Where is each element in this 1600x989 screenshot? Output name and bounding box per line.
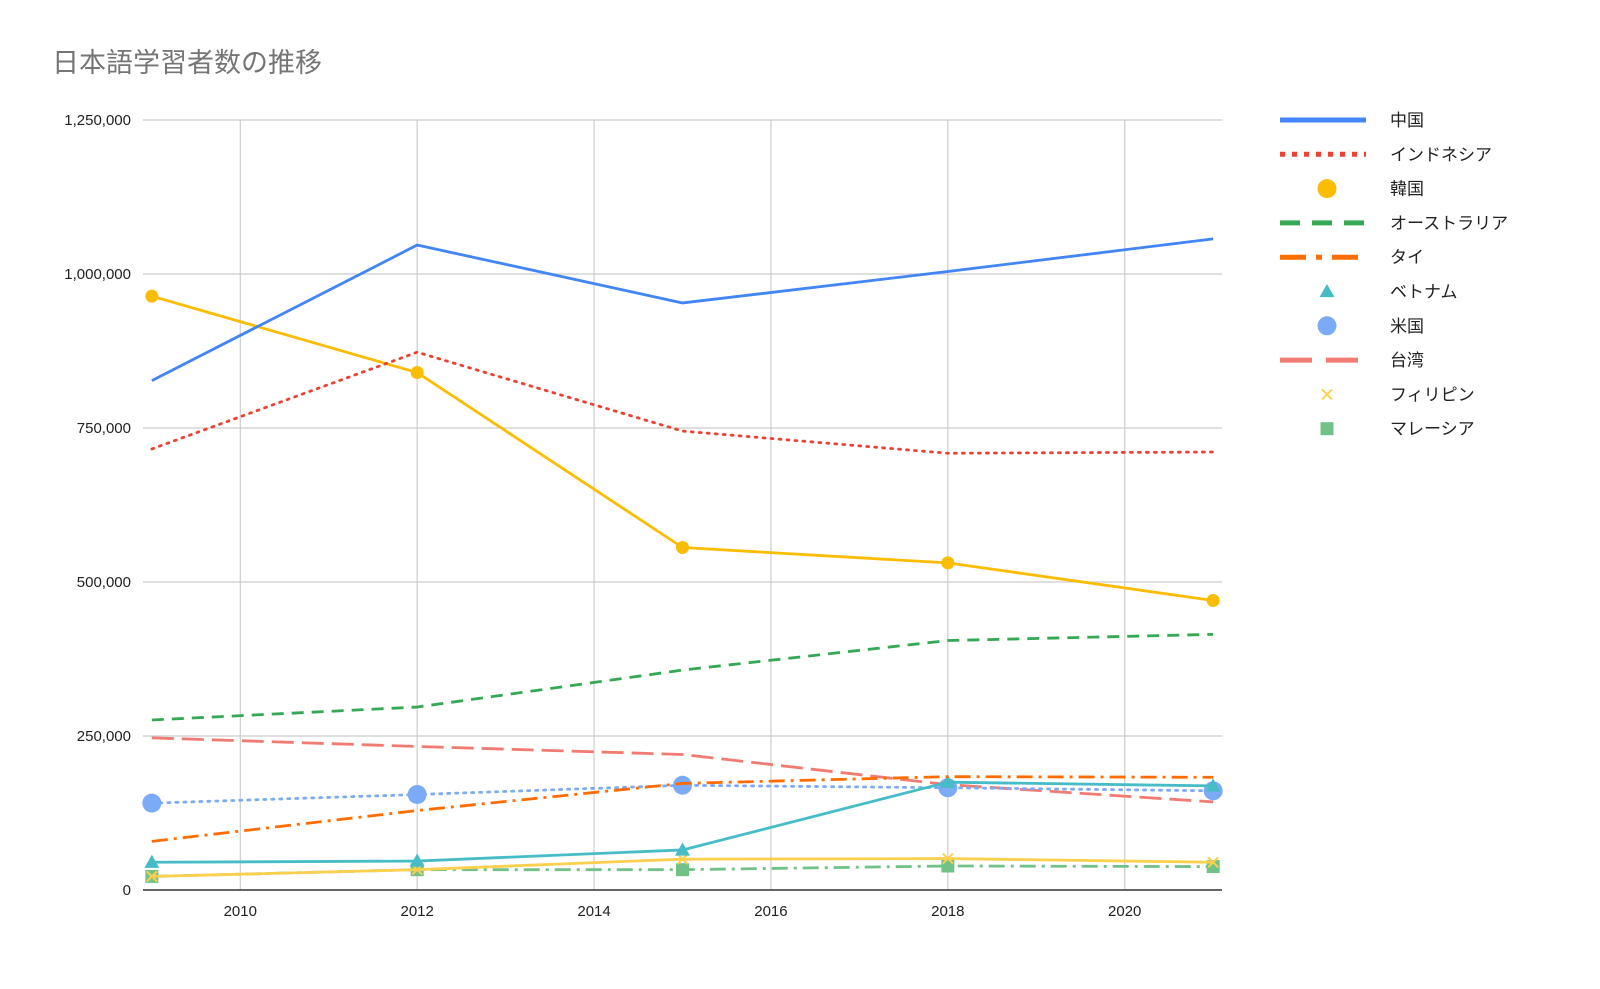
legend-item: 台湾 xyxy=(1280,351,1424,371)
chart-title: 日本語学習者数の推移 xyxy=(52,48,322,79)
series-line xyxy=(151,294,1214,602)
data-point xyxy=(676,863,689,877)
data-point xyxy=(142,793,162,813)
legend-label: オーストラリア xyxy=(1390,214,1508,234)
data-point xyxy=(1206,593,1220,607)
data-point xyxy=(676,541,689,555)
data-point xyxy=(145,289,159,303)
gridlines xyxy=(143,119,1222,890)
legend-item: フィリピン xyxy=(1321,385,1475,405)
series-9 xyxy=(146,852,1219,883)
legend-item: オーストラリア xyxy=(1280,214,1508,234)
series-4 xyxy=(151,632,1214,722)
series-5 xyxy=(151,775,1214,843)
legend-item: 米国 xyxy=(1317,316,1424,337)
series-line xyxy=(150,350,1215,455)
legend-label: 台湾 xyxy=(1390,351,1424,371)
data-point xyxy=(409,853,425,867)
x-tick-label: 2018 xyxy=(931,903,964,920)
x-tick-label: 2020 xyxy=(1108,903,1141,920)
legend-label: フィリピン xyxy=(1390,385,1475,405)
legend-swatch xyxy=(1320,422,1334,436)
data-point xyxy=(1207,856,1219,868)
data-point xyxy=(1205,778,1221,792)
y-tick-label: 500,000 xyxy=(77,574,131,591)
series-7 xyxy=(142,775,1223,813)
data-point xyxy=(941,556,955,570)
legend-label: ベトナム xyxy=(1390,283,1458,303)
y-tick-label: 1,000,000 xyxy=(64,266,131,283)
x-tick-label: 2012 xyxy=(400,903,433,920)
series-line xyxy=(151,775,1214,843)
legend-label: インドネシア xyxy=(1390,145,1492,165)
data-point xyxy=(675,842,690,856)
legend-swatch xyxy=(1319,284,1335,298)
series-layer xyxy=(142,237,1223,883)
legend-item: 韓国 xyxy=(1317,179,1424,200)
legend-swatch xyxy=(1317,179,1337,199)
series-8 xyxy=(151,736,1214,804)
axes: 0 250,000 500,000 750,000 1,000,000 1,250,000… xyxy=(64,112,1222,920)
data-point xyxy=(410,366,424,380)
data-point xyxy=(144,854,160,868)
series-line xyxy=(151,632,1214,722)
legend-label: 中国 xyxy=(1390,111,1424,131)
series-3 xyxy=(145,289,1220,607)
legend-label: 韓国 xyxy=(1390,180,1424,200)
x-tick-label: 2010 xyxy=(224,903,257,920)
x-tick-label: 2016 xyxy=(754,903,787,920)
legend-item: 中国 xyxy=(1280,111,1424,131)
y-tick-label: 0 xyxy=(123,882,131,899)
series-line xyxy=(151,237,1214,382)
data-point xyxy=(676,853,689,865)
y-tick-label: 250,000 xyxy=(77,728,131,745)
legend-label: タイ xyxy=(1390,248,1424,268)
data-point xyxy=(940,774,956,788)
data-point xyxy=(146,870,158,883)
data-point xyxy=(942,852,954,865)
x-tick-label: 2014 xyxy=(577,903,610,920)
legend-item: タイ xyxy=(1280,248,1424,268)
y-tick-label: 750,000 xyxy=(77,420,131,437)
data-point xyxy=(941,859,955,873)
series-6 xyxy=(144,774,1221,868)
legend-label: 米国 xyxy=(1390,317,1424,337)
legend-label: マレーシア xyxy=(1390,420,1475,440)
legend-item: マレーシア xyxy=(1320,420,1475,440)
y-tick-label: 1,250,000 xyxy=(64,112,131,129)
series-2 xyxy=(150,350,1215,455)
legend-swatch xyxy=(1321,388,1333,401)
series-line xyxy=(151,736,1214,804)
legend-item: インドネシア xyxy=(1280,145,1492,165)
data-point xyxy=(407,785,427,805)
legend-item: ベトナム xyxy=(1319,283,1458,303)
data-point xyxy=(673,775,692,795)
legend-swatch xyxy=(1317,316,1337,336)
series-1 xyxy=(151,237,1214,382)
